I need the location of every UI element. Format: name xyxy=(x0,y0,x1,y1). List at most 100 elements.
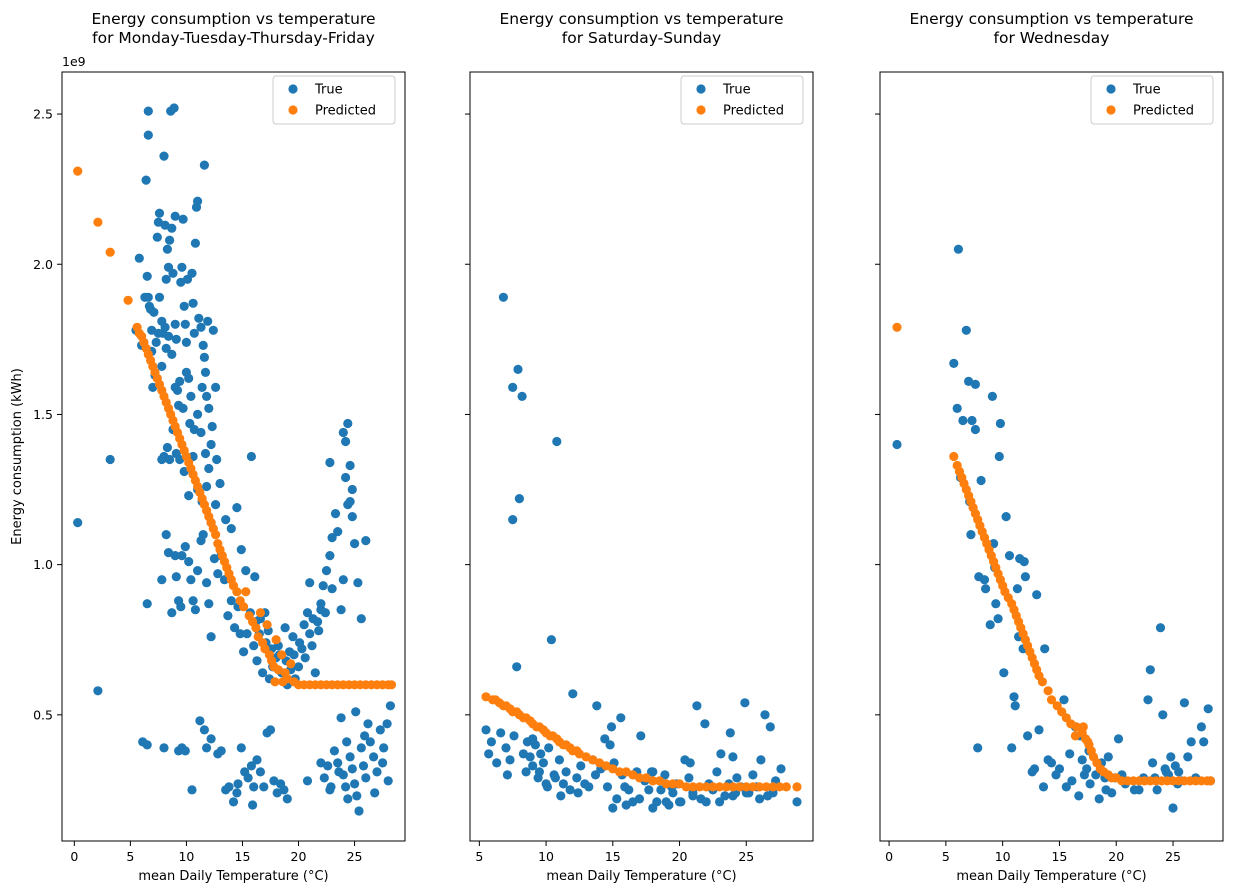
data-point xyxy=(967,415,977,426)
chart-title-line: for Monday-Tuesday-Thursday-Friday xyxy=(92,29,375,47)
data-point xyxy=(1168,803,1178,813)
data-point xyxy=(688,791,698,801)
data-point xyxy=(976,475,986,486)
data-point xyxy=(1199,737,1209,747)
data-point xyxy=(1012,584,1023,594)
x-tick-label: 10 xyxy=(538,849,554,864)
data-point xyxy=(576,761,586,771)
data-point xyxy=(204,463,214,474)
data-point xyxy=(154,292,165,302)
data-point xyxy=(735,782,745,792)
data-point xyxy=(1143,695,1153,705)
data-point xyxy=(715,782,725,792)
data-point xyxy=(241,587,251,597)
data-point xyxy=(763,791,773,801)
data-point xyxy=(728,782,738,792)
data-point xyxy=(369,752,379,762)
data-point xyxy=(154,208,165,218)
data-point xyxy=(350,539,360,549)
data-point xyxy=(1078,722,1088,732)
data-point xyxy=(162,442,172,453)
data-point xyxy=(999,668,1009,678)
data-point xyxy=(239,647,249,657)
data-point xyxy=(198,340,208,350)
data-point xyxy=(484,749,494,759)
data-point xyxy=(661,797,671,807)
data-point xyxy=(684,773,694,783)
data-point xyxy=(352,791,362,801)
data-point xyxy=(171,572,181,582)
data-point xyxy=(1134,785,1144,795)
x-tick-label: 20 xyxy=(672,849,688,864)
data-point xyxy=(481,725,491,735)
data-point xyxy=(242,629,252,639)
data-point xyxy=(196,322,206,332)
data-point xyxy=(656,785,666,795)
data-point xyxy=(277,650,287,660)
data-point xyxy=(329,746,339,756)
data-point xyxy=(149,307,159,317)
data-point xyxy=(343,794,353,804)
data-point xyxy=(353,578,363,588)
data-point xyxy=(728,752,738,762)
data-point xyxy=(1007,743,1017,753)
data-point xyxy=(1179,698,1189,708)
data-point xyxy=(961,325,971,335)
y-offset-text: 1e9 xyxy=(62,54,86,69)
data-point xyxy=(538,725,549,735)
data-point xyxy=(892,322,902,332)
data-point xyxy=(235,629,245,639)
data-point xyxy=(1071,722,1082,732)
data-point xyxy=(1082,764,1092,774)
data-point xyxy=(307,641,317,651)
data-point xyxy=(200,448,211,459)
data-point xyxy=(336,713,346,723)
data-point xyxy=(243,773,253,783)
data-point xyxy=(184,557,194,567)
data-point xyxy=(211,500,221,510)
data-point xyxy=(161,274,171,284)
x-tick-label: 15 xyxy=(1051,849,1067,864)
data-point xyxy=(212,454,222,465)
data-point xyxy=(1152,785,1162,795)
data-point xyxy=(142,740,152,750)
data-point xyxy=(143,130,153,140)
data-point xyxy=(646,767,657,777)
data-point xyxy=(321,566,332,576)
legend-box xyxy=(272,75,396,125)
data-point xyxy=(170,551,180,561)
data-point xyxy=(536,749,546,759)
data-point xyxy=(1183,752,1193,762)
data-point xyxy=(295,638,305,648)
x-tick-label: 0 xyxy=(70,849,78,864)
data-point xyxy=(345,497,355,507)
data-point xyxy=(232,587,242,597)
data-point xyxy=(181,367,191,377)
data-point xyxy=(720,791,730,801)
data-point xyxy=(313,617,323,627)
data-point xyxy=(674,797,685,807)
chart-title-line: Energy consumption vs temperature xyxy=(909,10,1193,28)
data-point xyxy=(226,596,236,606)
data-point xyxy=(572,773,582,783)
data-point xyxy=(188,596,198,606)
series-predicted xyxy=(73,166,397,690)
data-point xyxy=(1019,557,1029,567)
data-point xyxy=(286,659,296,669)
data-point xyxy=(716,749,726,759)
data-point xyxy=(608,803,618,813)
data-point xyxy=(310,668,320,678)
legend-label: True xyxy=(314,83,343,98)
data-point xyxy=(161,343,171,353)
data-point xyxy=(1083,737,1093,747)
data-point xyxy=(194,313,204,323)
data-point xyxy=(721,782,731,792)
x-tick-label: 25 xyxy=(738,849,754,864)
data-point xyxy=(345,752,355,762)
data-point xyxy=(300,653,310,663)
data-point xyxy=(525,752,535,762)
y-tick-label: 0.5 xyxy=(33,707,53,722)
data-point xyxy=(994,451,1004,462)
data-point xyxy=(634,773,645,783)
